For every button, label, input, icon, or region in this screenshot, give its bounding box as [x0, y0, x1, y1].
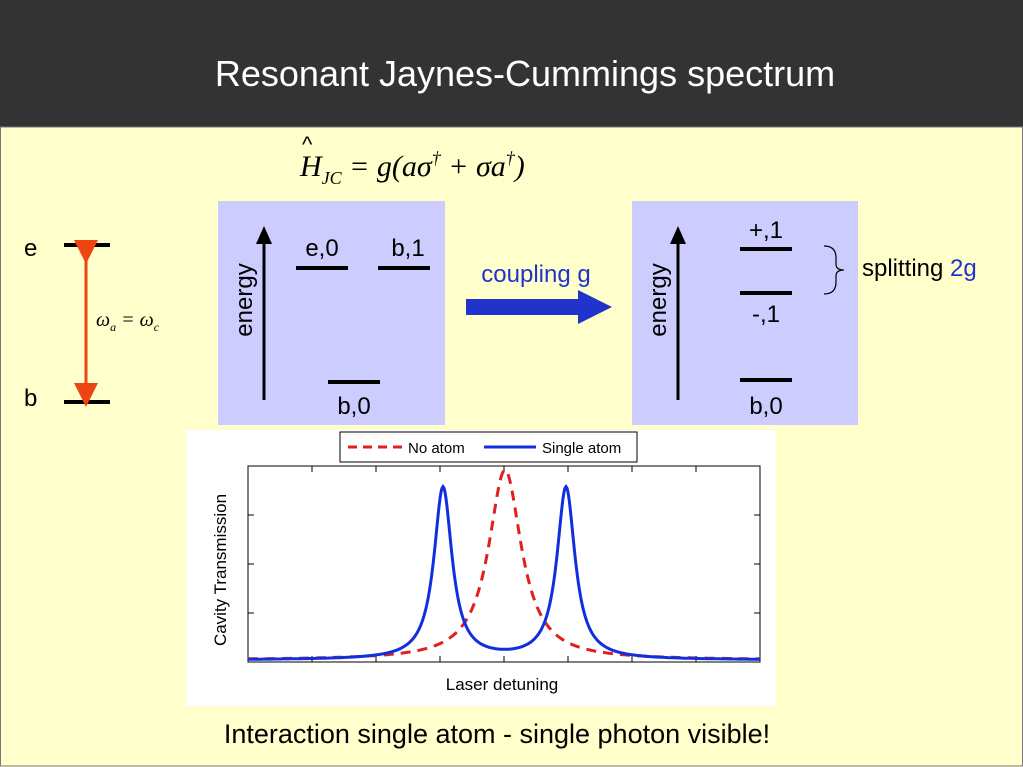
hat: ^	[302, 132, 313, 157]
res-part: ω	[96, 309, 110, 331]
splitting-text: splitting	[862, 255, 943, 282]
coupling-arrow	[466, 290, 612, 324]
axis-label: energy	[231, 263, 258, 336]
eq-part: aσ	[402, 150, 433, 183]
resonance: ωa = ωc	[96, 309, 160, 334]
title: Resonant Jaynes-Cummings spectrum	[215, 53, 835, 94]
eq-part: σa	[476, 150, 506, 183]
splitting: splitting 2g	[862, 255, 977, 282]
res-part: = ω	[116, 309, 154, 331]
level-label: +,1	[749, 217, 783, 244]
level-label: b,0	[749, 393, 782, 420]
uncoupled-box	[218, 201, 445, 425]
splitting-value: 2g	[950, 255, 977, 282]
level-label: b,0	[337, 393, 370, 420]
atom-upper: e	[24, 235, 37, 262]
equation: HJC = g(aσ† + σa†)	[299, 148, 525, 188]
eq-part: JC	[322, 168, 343, 188]
legend-label: Single atom	[542, 440, 621, 457]
axis-label: energy	[645, 263, 672, 336]
level-label: b,1	[391, 235, 424, 262]
header-bar	[0, 0, 1023, 127]
arrow-label: coupling g	[481, 261, 590, 288]
plot-background	[186, 430, 776, 706]
res-part: a	[110, 320, 116, 334]
caption: Interaction single atom - single photon …	[224, 719, 770, 749]
eq-part: H	[299, 150, 324, 183]
level-label: e,0	[305, 235, 338, 262]
eq-part: = g(	[342, 150, 404, 183]
axis-head	[256, 226, 272, 244]
brace	[823, 245, 845, 295]
axis-head	[670, 226, 686, 244]
level-label: -,1	[752, 301, 780, 328]
y-axis-label: Cavity Transmission	[211, 494, 230, 646]
curve-single-atom	[248, 483, 760, 661]
eq-part: †	[432, 148, 442, 168]
atom-lower: b	[24, 385, 37, 412]
eq-part: †	[506, 148, 516, 168]
coupled-box	[632, 201, 858, 425]
res-part: c	[154, 320, 160, 334]
x-axis-label: Laser detuning	[446, 675, 558, 694]
legend-label: No atom	[408, 440, 465, 457]
eq-part: )	[513, 150, 525, 183]
eq-part: +	[441, 150, 476, 183]
